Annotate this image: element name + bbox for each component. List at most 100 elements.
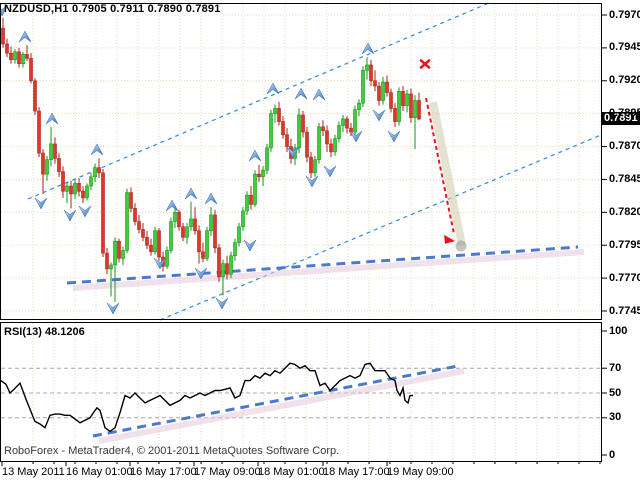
candle [417,92,421,121]
candle [245,191,249,215]
candle [113,237,117,302]
candle [309,151,313,179]
support-trendline[interactable] [66,245,585,291]
price-axis-label: 0.7920 [609,74,640,87]
candle [133,203,137,226]
rsi-axis-label: 30 [609,411,622,424]
fractal-down-icon [305,175,319,188]
candle [65,182,69,204]
candle [233,238,237,262]
candle [269,109,273,152]
price-axis-label: 0.7770 [609,271,640,284]
candle [25,45,29,62]
grid [1,4,601,460]
time-axis-label: 18 May 17:00 [323,466,390,478]
rsi-support-trendline[interactable] [92,364,465,444]
price-axis-label: 0.7970 [609,8,640,21]
price-axis-label: 0.7870 [609,140,640,153]
fractal-up-icon [18,30,32,43]
time-axis-label: 18 May 01:00 [258,466,325,478]
candle [9,46,13,64]
candle [321,120,325,137]
candle [201,242,205,263]
candle [129,187,133,213]
fractal-down-icon [0,4,9,17]
sell-x-mark[interactable] [419,59,431,69]
candle [45,155,49,181]
channel-lower[interactable] [159,134,602,321]
candle [153,226,157,255]
fractal-up-icon [361,42,375,55]
time-axis-label: 13 May 2011 [2,466,65,478]
fractal-down-icon [106,302,120,315]
candle [137,214,141,234]
candle [357,99,361,117]
time-axis-label: 19 May 09:00 [387,466,454,478]
channel-upper[interactable] [27,2,490,200]
candle [29,53,33,84]
price-axis-label: 0.7795 [609,238,640,251]
fractal-up-icon [184,187,198,200]
fractal-up-icon [90,143,104,156]
candle [397,87,401,126]
rsi-axis-label: 0 [609,448,616,461]
fractal-down-icon [286,146,300,159]
candle [413,95,417,150]
candle [393,103,397,127]
candle [333,134,337,156]
candle [281,116,285,139]
candle [177,209,181,231]
candle [77,178,81,197]
rsi-indicator-label: RSI(13) 48.1206 [4,326,85,338]
candle [109,262,113,297]
candle [385,75,389,97]
candle [241,207,245,231]
fractal-down-icon [323,165,337,178]
candle [405,89,409,113]
candle [373,70,377,92]
candle [33,78,37,115]
candle [101,168,105,258]
candle [237,222,241,247]
candle [181,222,185,242]
candle [365,57,369,80]
candle [205,226,209,262]
fractal-down-icon [215,297,229,310]
candle [325,125,329,152]
candle [93,163,97,183]
fractal-down-icon [243,239,257,252]
candle [301,111,305,138]
time-axis-label: 17 May 09:00 [194,466,261,478]
candle [157,228,161,262]
fractal-down-icon [349,130,363,143]
candle [213,209,217,254]
candle [125,188,129,254]
candle [141,222,145,242]
fractal-up-icon [165,199,179,212]
projection-arrow[interactable] [425,97,467,252]
fractal-down-icon [194,267,208,280]
candle [253,170,257,208]
rsi-axis-label: 50 [609,386,622,399]
candle [81,186,85,204]
candle [209,207,213,237]
fractal-down-icon [153,257,167,270]
candle [409,88,413,123]
candle [273,104,277,123]
candle [1,17,5,48]
candle [249,186,253,210]
price-axis-label: 0.7945 [609,41,640,54]
candle [257,164,261,183]
candle [381,76,385,105]
copyright-text: RoboForex - MetaTrader4, © 2001-2011 Met… [4,445,340,457]
candle [389,88,393,113]
price-axis-label: 0.7895 [609,107,640,120]
candle [169,217,173,254]
fractal-up-icon [312,88,326,101]
candle [5,38,9,58]
candle [89,172,93,190]
candle [189,201,193,231]
fractal-up-icon [248,149,262,162]
candle [337,121,341,143]
